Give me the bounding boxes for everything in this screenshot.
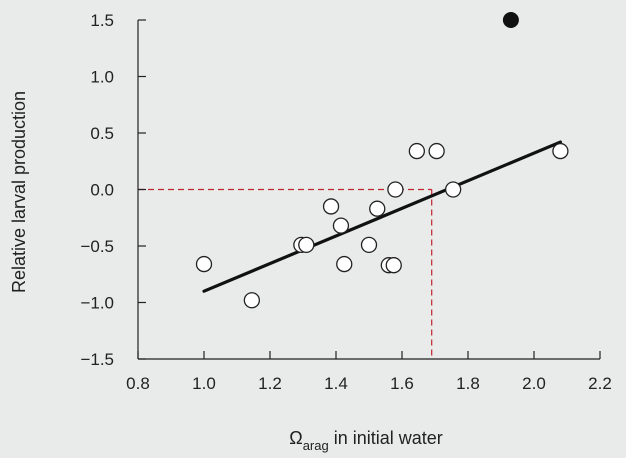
- open-point: [360, 236, 378, 254]
- x-tick-label: 1.4: [324, 374, 348, 393]
- x-axis-title: Ωarag in initial water: [289, 428, 443, 453]
- open-point: [243, 292, 261, 309]
- x-axis-title-rest: in initial water: [329, 428, 443, 448]
- y-tick-label: −1.0: [80, 294, 114, 313]
- x-tick-label: 0.8: [126, 374, 150, 393]
- fit-line: [202, 140, 563, 293]
- y-tick-label: 0.5: [90, 124, 114, 143]
- x-tick-label: 2.0: [522, 374, 546, 393]
- y-axis-title: Relative larval production: [9, 91, 29, 293]
- open-point: [385, 257, 402, 274]
- open-point: [322, 198, 340, 215]
- x-tick-label: 1.0: [192, 374, 216, 393]
- reference-lines: [138, 188, 433, 359]
- x-axis-title-subscript: arag: [303, 438, 329, 453]
- open-point: [408, 142, 426, 160]
- y-tick-label: −1.5: [80, 350, 114, 369]
- x-ticks: 0.8 1.0 1.2 1.4 1.6 1.8 2.0 2.2: [126, 351, 612, 393]
- open-point: [298, 236, 315, 254]
- open-point: [332, 217, 350, 234]
- open-point: [428, 142, 445, 160]
- open-point: [369, 200, 386, 217]
- open-point: [552, 142, 569, 160]
- x-tick-label: 1.2: [258, 374, 282, 393]
- open-point: [195, 255, 213, 273]
- y-tick-label: 0.0: [90, 181, 114, 200]
- filled-point: [502, 12, 519, 28]
- x-axis-title-symbol: Ω: [289, 428, 302, 448]
- x-tick-label: 1.8: [456, 374, 480, 393]
- y-tick-label: 1.0: [90, 68, 114, 87]
- x-tick-label: 2.2: [588, 374, 612, 393]
- y-tick-label: −0.5: [80, 237, 114, 256]
- y-ticks: 1.5 1.0 0.5 0.0 −0.5 −1.0 −1.5: [80, 11, 146, 369]
- y-tick-label: 1.5: [90, 11, 114, 30]
- open-point: [387, 181, 404, 198]
- open-point: [336, 255, 353, 273]
- x-tick-label: 1.6: [390, 374, 414, 393]
- data-points: [195, 12, 569, 309]
- fit-line-group: [202, 140, 563, 293]
- open-point: [444, 181, 462, 198]
